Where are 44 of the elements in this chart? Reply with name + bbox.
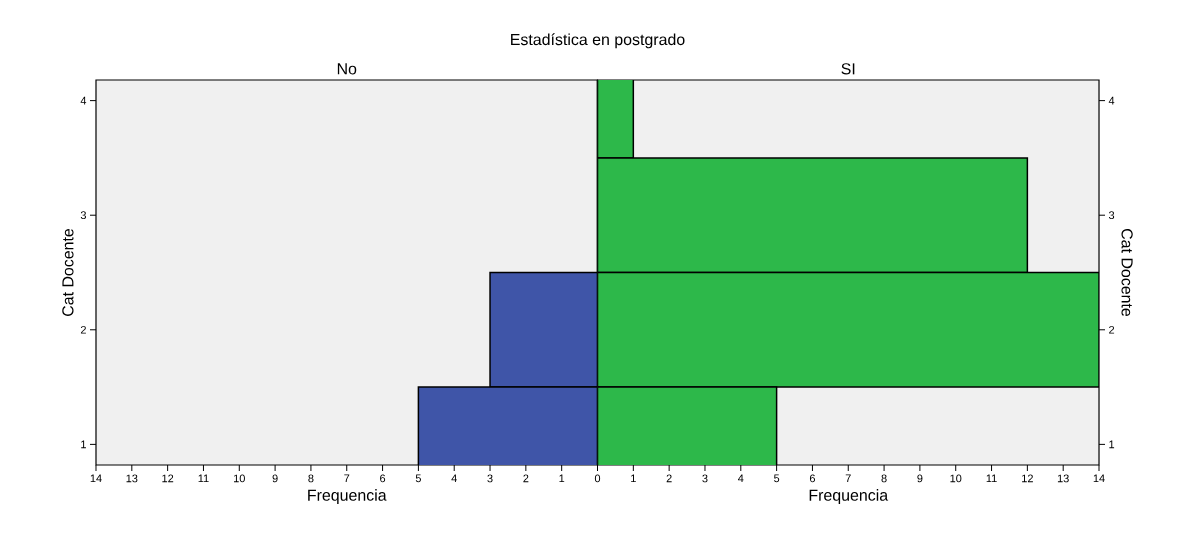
x-tick-label: 0: [594, 474, 601, 483]
y-tick-label: 4: [1108, 96, 1115, 105]
x-tick-label: 12: [162, 474, 174, 483]
x-axis-title: Frequencia: [308, 489, 387, 504]
x-tick-label: 4: [451, 474, 457, 483]
y-tick-label: 1: [81, 440, 86, 449]
x-tick-label: 5: [415, 474, 421, 483]
x-axis-title: Frequencia: [809, 489, 889, 504]
x-tick-label: 1: [559, 474, 565, 483]
x-tick-label: 11: [986, 474, 997, 483]
chart-title: Estadística en postgrado: [511, 33, 685, 49]
y-axis-title: Cat Docente: [1121, 229, 1133, 317]
chart-subtitle: SI: [841, 63, 855, 75]
y-tick-label: 4: [80, 96, 87, 105]
y-axis-title: Cat Docente: [62, 228, 74, 316]
y-tick-label: 1: [1109, 440, 1115, 449]
x-tick-label: 2: [523, 474, 529, 483]
x-tick-label: 8: [308, 474, 314, 483]
y-tick-label: 2: [80, 325, 86, 334]
y-tick-label: 3: [80, 211, 86, 220]
x-tick-label: 1: [631, 474, 636, 483]
x-tick-label: 2: [666, 474, 672, 483]
x-tick-label: 11: [198, 474, 209, 483]
x-tick-label: 7: [845, 474, 851, 483]
x-tick-label: 7: [344, 474, 350, 483]
x-tick-label: 14: [90, 474, 102, 483]
x-tick-label: 13: [126, 474, 138, 483]
x-tick-label: 13: [1057, 474, 1069, 483]
x-tick-label: 14: [1093, 474, 1105, 483]
x-tick-label: 6: [380, 474, 386, 483]
x-tick-label: 6: [809, 474, 815, 483]
x-tick-label: 10: [950, 474, 962, 483]
y-tick-label: 2: [1109, 325, 1115, 334]
x-tick-label: 5: [774, 474, 780, 483]
x-tick-label: 9: [917, 474, 923, 483]
x-tick-label: 8: [881, 474, 887, 483]
x-tick-label: 4: [738, 474, 744, 483]
x-tick-label: 9: [272, 474, 278, 483]
x-tick-label: 3: [702, 474, 708, 483]
y-tick-label: 3: [1108, 211, 1115, 220]
x-tick-label: 3: [487, 474, 493, 483]
chart-subtitle: No: [337, 63, 357, 75]
x-tick-label: 12: [1022, 474, 1033, 483]
x-tick-label: 10: [234, 474, 245, 483]
